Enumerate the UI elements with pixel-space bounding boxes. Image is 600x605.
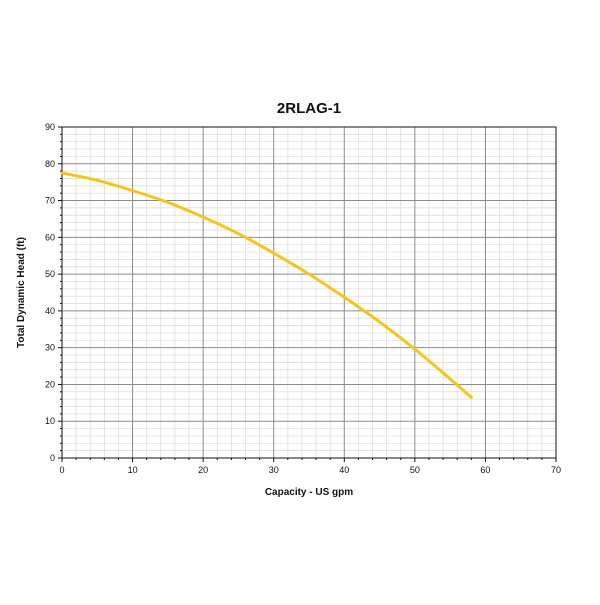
- x-tick-label: 70: [551, 465, 561, 475]
- y-tick-label: 30: [45, 343, 55, 353]
- plot-frame: [61, 126, 557, 459]
- y-tick-label: 90: [45, 122, 55, 132]
- y-tick-label: 0: [50, 453, 55, 463]
- pump-curve-line: [60, 171, 473, 399]
- x-axis-ticks: 0 10 20 30 40 50 60 70: [59, 458, 561, 475]
- x-tick-label: 40: [339, 465, 349, 475]
- series-layer: [60, 171, 473, 399]
- y-tick-label: 20: [45, 379, 55, 389]
- chart-title: 2RLAG-1: [277, 100, 341, 117]
- x-tick-label: 10: [128, 465, 138, 475]
- y-tick-label: 70: [45, 196, 55, 206]
- x-tick-label: 30: [269, 465, 279, 475]
- x-tick-label: 0: [59, 465, 64, 475]
- y-axis-label: Total Dynamic Head (ft): [16, 237, 27, 348]
- y-tick-label: 80: [45, 159, 55, 169]
- y-axis-ticks: 0 10 20 30 40 50 60 70 80 90: [45, 122, 62, 463]
- x-tick-label: 20: [198, 465, 208, 475]
- y-tick-label: 50: [45, 269, 55, 279]
- x-axis-label: Capacity - US gpm: [265, 487, 353, 498]
- x-tick-label: 50: [410, 465, 420, 475]
- y-tick-label: 60: [45, 232, 55, 242]
- y-tick-label: 10: [45, 416, 55, 426]
- major-grid: [61, 126, 557, 459]
- minor-grid: [62, 127, 556, 458]
- y-tick-label: 40: [45, 306, 55, 316]
- x-tick-label: 60: [480, 465, 490, 475]
